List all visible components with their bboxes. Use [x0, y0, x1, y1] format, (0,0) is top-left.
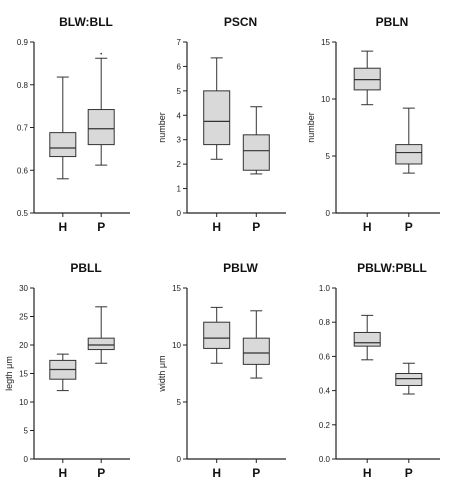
box-p	[395, 362, 423, 395]
chart-panel: PBLN 0 5 10 15 number H P	[306, 15, 440, 234]
x-tick-label: H	[58, 466, 67, 480]
box-iqr	[49, 132, 77, 158]
x-tick-label: H	[212, 220, 221, 234]
chart-panel: PBLW 0 5 10 15 width μm H P	[157, 261, 286, 480]
y-tick-label: 2	[177, 160, 182, 169]
box-iqr	[242, 134, 270, 171]
y-tick-label: 15	[19, 370, 28, 379]
y-axis-label: width μm	[157, 355, 167, 392]
y-tick-label: 1.0	[319, 284, 331, 293]
x-tick-label: H	[363, 220, 372, 234]
box-p	[395, 107, 423, 174]
box-p	[87, 57, 115, 166]
box-iqr	[242, 337, 270, 365]
box-p	[242, 310, 270, 379]
box-iqr	[395, 373, 423, 386]
y-tick-label: 10	[19, 398, 28, 407]
chart-panel: PBLW:PBLL 0.0 0.2 0.4 0.6 0.8 1.0 H P	[319, 261, 440, 480]
box-h	[353, 314, 381, 361]
box-iqr	[203, 321, 231, 349]
x-tick-label: P	[405, 466, 413, 480]
box-iqr	[87, 109, 115, 146]
box-h	[49, 353, 77, 392]
box-h	[353, 50, 381, 106]
box-p	[87, 306, 115, 364]
chart-title: BLW:BLL	[59, 15, 113, 29]
chart-title: PBLW	[223, 261, 258, 275]
chart-title: PSCN	[224, 15, 257, 29]
y-tick-label: 5	[177, 87, 182, 96]
y-tick-label: 5	[177, 398, 182, 407]
y-tick-label: 0	[24, 455, 29, 464]
y-tick-label: 3	[177, 136, 182, 145]
chart-panel: PBLL 0 5 10 15 20 25 30 legth μm H P	[4, 261, 130, 480]
y-tick-label: 10	[172, 341, 181, 350]
y-tick-label: 0.6	[319, 352, 331, 361]
box-iqr	[203, 90, 231, 146]
x-tick-label: P	[97, 466, 105, 480]
y-tick-label: 15	[321, 38, 330, 47]
chart-title: PBLL	[70, 261, 101, 275]
box-h	[203, 57, 231, 160]
x-tick-label: P	[252, 220, 260, 234]
box-iqr	[87, 337, 115, 351]
x-tick-label: H	[212, 466, 221, 480]
chart-title: PBLN	[376, 15, 409, 29]
y-tick-label: 0	[177, 455, 182, 464]
y-tick-label: 6	[177, 62, 182, 71]
y-tick-label: 0	[177, 209, 182, 218]
y-tick-label: 20	[19, 341, 28, 350]
box-iqr	[395, 144, 423, 165]
x-tick-label: H	[58, 220, 67, 234]
box-h	[49, 76, 77, 180]
y-axis-label: number	[157, 112, 167, 143]
y-tick-label: 5	[24, 427, 29, 436]
box-h	[203, 306, 231, 364]
y-tick-label: 4	[177, 111, 182, 120]
y-tick-label: 5	[326, 152, 331, 161]
y-tick-label: 15	[172, 284, 181, 293]
y-tick-label: 0.9	[17, 38, 29, 47]
y-tick-label: 0.6	[17, 166, 29, 175]
box-p	[242, 106, 270, 175]
y-tick-label: 0.4	[319, 387, 331, 396]
y-tick-label: 1	[177, 185, 182, 194]
x-tick-label: P	[405, 220, 413, 234]
y-axis-label: number	[306, 112, 316, 143]
y-tick-label: 0.8	[17, 81, 29, 90]
y-tick-label: 25	[19, 313, 28, 322]
y-axis-label: legth μm	[4, 356, 14, 391]
box-iqr	[353, 331, 381, 347]
x-tick-label: H	[363, 466, 372, 480]
y-tick-label: 10	[321, 95, 330, 104]
annotation-mark: •	[100, 52, 102, 58]
y-tick-label: 7	[177, 38, 182, 47]
y-tick-label: 0.2	[319, 421, 331, 430]
chart-title: PBLW:PBLL	[357, 261, 427, 275]
x-tick-label: P	[97, 220, 105, 234]
chart-panel: BLW:BLL 0.5 0.6 0.7 0.8 0.9 H P •	[17, 15, 130, 234]
x-tick-label: P	[252, 466, 260, 480]
y-tick-label: 0.8	[319, 318, 331, 327]
y-tick-label: 0.0	[319, 455, 331, 464]
y-tick-label: 0.5	[17, 209, 29, 218]
chart-panel: PSCN 0 1 2 3 4 5 6 7 number H P	[157, 15, 286, 234]
y-tick-label: 30	[19, 284, 28, 293]
y-tick-label: 0.7	[17, 124, 29, 133]
y-tick-label: 0	[326, 209, 331, 218]
